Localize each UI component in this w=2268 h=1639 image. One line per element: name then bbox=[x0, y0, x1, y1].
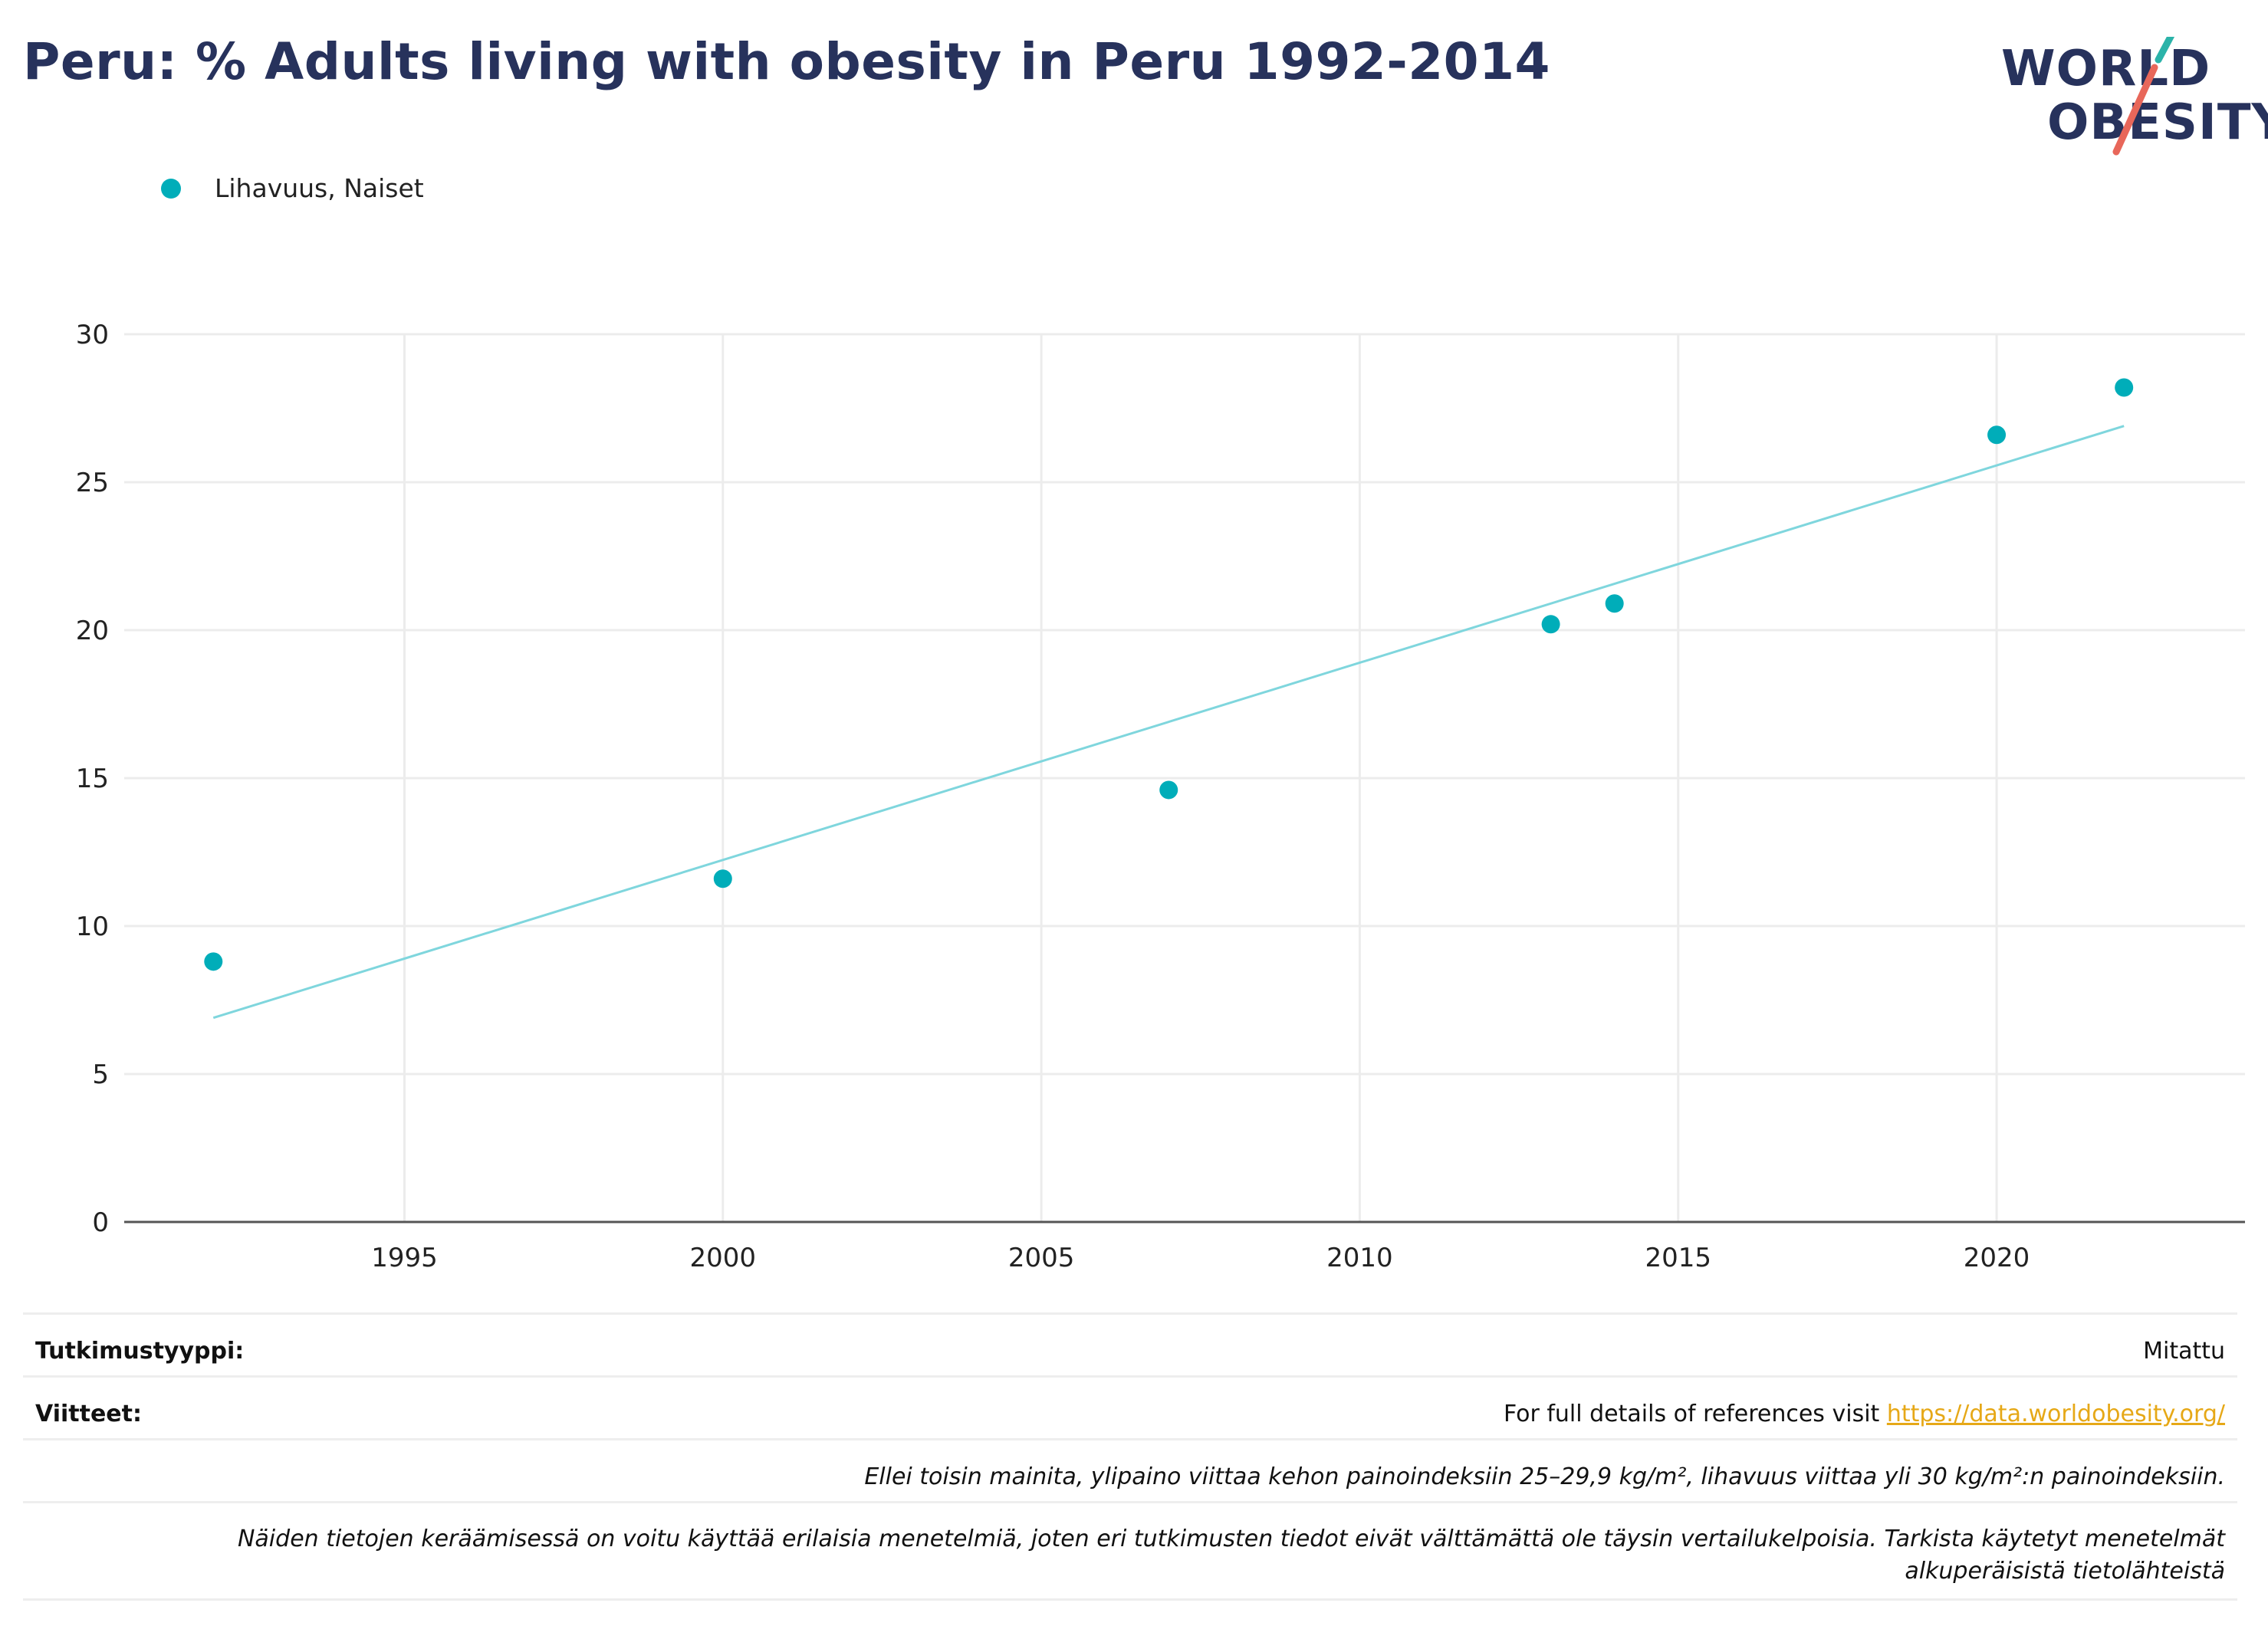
x-tick-label: 1995 bbox=[371, 1243, 438, 1273]
study-type-label: Tutkimustyyppi: bbox=[35, 1338, 245, 1365]
data-point bbox=[1605, 594, 1624, 613]
y-tick-label: 20 bbox=[76, 616, 109, 646]
x-tick-label: 2000 bbox=[690, 1243, 757, 1273]
definition-note-row: Ellei toisin mainita, ylipaino viittaa k… bbox=[23, 1438, 2237, 1503]
trendline-layer bbox=[212, 425, 2125, 1020]
tick-labels-layer: 0 5 10 15 20 25 30 1995 2000 2005 2010 2015 2020 bbox=[76, 320, 2030, 1273]
world-obesity-logo: WORLD OBESITY bbox=[2001, 37, 2268, 167]
references-link[interactable]: https://data.worldobesity.org/ bbox=[1886, 1401, 2225, 1427]
x-tick-label: 2010 bbox=[1326, 1243, 1393, 1273]
scatter-chart: 0 5 10 15 20 25 30 1995 2000 2005 2010 2015 2020 bbox=[76, 320, 2245, 1273]
x-tick-label: 2020 bbox=[1964, 1243, 2030, 1273]
data-points-layer bbox=[204, 378, 2134, 971]
x-tick-label: 2015 bbox=[1645, 1243, 1711, 1273]
references-value: For full details of references visit htt… bbox=[1504, 1401, 2225, 1427]
data-point bbox=[1987, 425, 2007, 445]
references-row: Viitteet: For full details of references… bbox=[23, 1375, 2237, 1440]
study-type-value: Mitattu bbox=[2143, 1338, 2225, 1365]
methods-note-line2: alkuperäisistä tietolähteistä bbox=[1905, 1558, 2225, 1585]
x-tick-label: 2005 bbox=[1008, 1243, 1075, 1273]
study-type-row: Tutkimustyyppi: Mitattu bbox=[23, 1312, 2237, 1378]
data-point bbox=[1541, 615, 1560, 634]
references-text: For full details of references visit bbox=[1503, 1401, 1887, 1427]
definition-note: Ellei toisin mainita, ylipaino viittaa k… bbox=[864, 1463, 2225, 1490]
methods-note: Näiden tietojen keräämisessä on voitu kä… bbox=[238, 1523, 2225, 1588]
methods-note-line1: Näiden tietojen keräämisessä on voitu kä… bbox=[237, 1526, 2225, 1552]
logo-word-world: WORLD bbox=[2001, 41, 2211, 97]
y-tick-label: 0 bbox=[92, 1207, 109, 1238]
methods-note-row: Näiden tietojen keräämisessä on voitu kä… bbox=[23, 1501, 2237, 1601]
legend-series-label: Lihavuus, Naiset bbox=[215, 173, 424, 203]
data-point bbox=[1159, 780, 1178, 800]
y-tick-label: 5 bbox=[92, 1059, 109, 1090]
references-label: Viitteet: bbox=[35, 1401, 142, 1427]
logo-word-obesity: OBESITY bbox=[2047, 94, 2268, 151]
y-tick-label: 10 bbox=[76, 911, 109, 942]
data-point bbox=[204, 952, 223, 971]
y-tick-label: 25 bbox=[76, 468, 109, 498]
logo-slash-icon bbox=[2112, 37, 2175, 156]
chart-legend[interactable]: Lihavuus, Naiset bbox=[161, 173, 424, 203]
y-tick-label: 30 bbox=[76, 320, 109, 350]
legend-marker-icon bbox=[161, 178, 181, 199]
trendline bbox=[212, 425, 2125, 1020]
data-point bbox=[2115, 378, 2134, 397]
chart-grid bbox=[124, 333, 2245, 1222]
page-title: Peru: % Adults living with obesity in Pe… bbox=[23, 32, 1550, 91]
data-point bbox=[713, 869, 732, 888]
y-tick-label: 15 bbox=[76, 764, 109, 794]
